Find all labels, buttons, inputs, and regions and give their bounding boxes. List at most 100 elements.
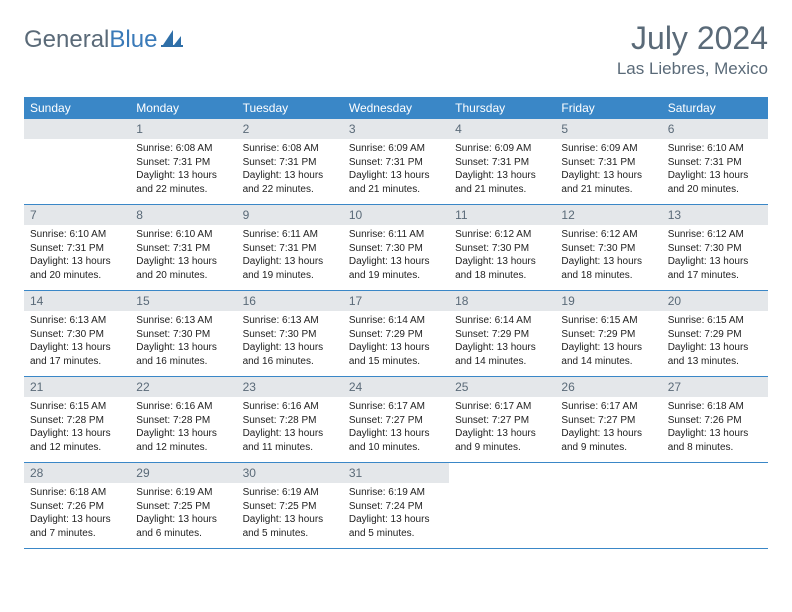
calendar-cell: 11Sunrise: 6:12 AMSunset: 7:30 PMDayligh…	[449, 205, 555, 291]
calendar-cell: 9Sunrise: 6:11 AMSunset: 7:31 PMDaylight…	[237, 205, 343, 291]
day-number: 4	[449, 119, 555, 139]
day-details: Sunrise: 6:19 AMSunset: 7:25 PMDaylight:…	[237, 483, 343, 548]
day-number: 15	[130, 291, 236, 311]
day-number: 3	[343, 119, 449, 139]
calendar-cell: 28Sunrise: 6:18 AMSunset: 7:26 PMDayligh…	[24, 463, 130, 549]
day-details: Sunrise: 6:11 AMSunset: 7:30 PMDaylight:…	[343, 225, 449, 290]
calendar-cell: 4Sunrise: 6:09 AMSunset: 7:31 PMDaylight…	[449, 119, 555, 205]
brand-text: GeneralBlue	[24, 26, 157, 54]
day-number: 5	[555, 119, 661, 139]
day-header: Wednesday	[343, 97, 449, 119]
day-number: 20	[662, 291, 768, 311]
day-header-row: SundayMondayTuesdayWednesdayThursdayFrid…	[24, 97, 768, 119]
calendar-cell: 15Sunrise: 6:13 AMSunset: 7:30 PMDayligh…	[130, 291, 236, 377]
calendar-week: 21Sunrise: 6:15 AMSunset: 7:28 PMDayligh…	[24, 377, 768, 463]
day-details: Sunrise: 6:12 AMSunset: 7:30 PMDaylight:…	[449, 225, 555, 290]
day-details: Sunrise: 6:16 AMSunset: 7:28 PMDaylight:…	[237, 397, 343, 462]
calendar-cell: 6Sunrise: 6:10 AMSunset: 7:31 PMDaylight…	[662, 119, 768, 205]
title-block: July 2024 Las Liebres, Mexico	[617, 20, 768, 79]
day-number: 28	[24, 463, 130, 483]
day-details: Sunrise: 6:18 AMSunset: 7:26 PMDaylight:…	[24, 483, 130, 548]
day-details: Sunrise: 6:13 AMSunset: 7:30 PMDaylight:…	[130, 311, 236, 376]
day-header: Monday	[130, 97, 236, 119]
calendar-cell: 30Sunrise: 6:19 AMSunset: 7:25 PMDayligh…	[237, 463, 343, 549]
calendar-cell: 24Sunrise: 6:17 AMSunset: 7:27 PMDayligh…	[343, 377, 449, 463]
calendar-week: 7Sunrise: 6:10 AMSunset: 7:31 PMDaylight…	[24, 205, 768, 291]
calendar-cell: 18Sunrise: 6:14 AMSunset: 7:29 PMDayligh…	[449, 291, 555, 377]
day-details: Sunrise: 6:12 AMSunset: 7:30 PMDaylight:…	[555, 225, 661, 290]
day-details: Sunrise: 6:15 AMSunset: 7:28 PMDaylight:…	[24, 397, 130, 462]
day-header: Sunday	[24, 97, 130, 119]
day-details: Sunrise: 6:11 AMSunset: 7:31 PMDaylight:…	[237, 225, 343, 290]
day-number: 14	[24, 291, 130, 311]
brand-part1: General	[24, 26, 109, 53]
calendar-cell: 7Sunrise: 6:10 AMSunset: 7:31 PMDaylight…	[24, 205, 130, 291]
day-number: 9	[237, 205, 343, 225]
calendar-cell: 31Sunrise: 6:19 AMSunset: 7:24 PMDayligh…	[343, 463, 449, 549]
day-number: 22	[130, 377, 236, 397]
day-number: 8	[130, 205, 236, 225]
day-details: Sunrise: 6:14 AMSunset: 7:29 PMDaylight:…	[449, 311, 555, 376]
calendar-cell: 5Sunrise: 6:09 AMSunset: 7:31 PMDaylight…	[555, 119, 661, 205]
day-number: 29	[130, 463, 236, 483]
day-number: 2	[237, 119, 343, 139]
day-number: 19	[555, 291, 661, 311]
day-number: 26	[555, 377, 661, 397]
calendar-cell: 23Sunrise: 6:16 AMSunset: 7:28 PMDayligh…	[237, 377, 343, 463]
day-number: 13	[662, 205, 768, 225]
calendar-cell	[449, 463, 555, 549]
day-number: 6	[662, 119, 768, 139]
day-details: Sunrise: 6:08 AMSunset: 7:31 PMDaylight:…	[237, 139, 343, 204]
day-number: 17	[343, 291, 449, 311]
calendar-cell: 17Sunrise: 6:14 AMSunset: 7:29 PMDayligh…	[343, 291, 449, 377]
day-details: Sunrise: 6:08 AMSunset: 7:31 PMDaylight:…	[130, 139, 236, 204]
calendar-cell	[24, 119, 130, 205]
day-details: Sunrise: 6:10 AMSunset: 7:31 PMDaylight:…	[24, 225, 130, 290]
day-details: Sunrise: 6:17 AMSunset: 7:27 PMDaylight:…	[449, 397, 555, 462]
day-details: Sunrise: 6:14 AMSunset: 7:29 PMDaylight:…	[343, 311, 449, 376]
day-details: Sunrise: 6:15 AMSunset: 7:29 PMDaylight:…	[662, 311, 768, 376]
day-number: 31	[343, 463, 449, 483]
calendar-cell: 10Sunrise: 6:11 AMSunset: 7:30 PMDayligh…	[343, 205, 449, 291]
calendar-cell: 1Sunrise: 6:08 AMSunset: 7:31 PMDaylight…	[130, 119, 236, 205]
day-header: Saturday	[662, 97, 768, 119]
calendar-cell: 8Sunrise: 6:10 AMSunset: 7:31 PMDaylight…	[130, 205, 236, 291]
day-number: 25	[449, 377, 555, 397]
calendar-cell: 25Sunrise: 6:17 AMSunset: 7:27 PMDayligh…	[449, 377, 555, 463]
day-details: Sunrise: 6:18 AMSunset: 7:26 PMDaylight:…	[662, 397, 768, 462]
day-number: 12	[555, 205, 661, 225]
day-details: Sunrise: 6:19 AMSunset: 7:24 PMDaylight:…	[343, 483, 449, 548]
calendar-cell: 12Sunrise: 6:12 AMSunset: 7:30 PMDayligh…	[555, 205, 661, 291]
day-number: 27	[662, 377, 768, 397]
day-number: 30	[237, 463, 343, 483]
day-number: 1	[130, 119, 236, 139]
calendar-head: SundayMondayTuesdayWednesdayThursdayFrid…	[24, 97, 768, 119]
calendar-body: 1Sunrise: 6:08 AMSunset: 7:31 PMDaylight…	[24, 119, 768, 549]
page-header: GeneralBlue July 2024 Las Liebres, Mexic…	[24, 20, 768, 79]
calendar-week: 28Sunrise: 6:18 AMSunset: 7:26 PMDayligh…	[24, 463, 768, 549]
calendar-cell: 13Sunrise: 6:12 AMSunset: 7:30 PMDayligh…	[662, 205, 768, 291]
calendar-week: 1Sunrise: 6:08 AMSunset: 7:31 PMDaylight…	[24, 119, 768, 205]
month-title: July 2024	[617, 20, 768, 57]
calendar-cell: 14Sunrise: 6:13 AMSunset: 7:30 PMDayligh…	[24, 291, 130, 377]
day-details: Sunrise: 6:09 AMSunset: 7:31 PMDaylight:…	[343, 139, 449, 204]
day-details: Sunrise: 6:09 AMSunset: 7:31 PMDaylight:…	[555, 139, 661, 204]
day-details: Sunrise: 6:12 AMSunset: 7:30 PMDaylight:…	[662, 225, 768, 290]
day-details: Sunrise: 6:13 AMSunset: 7:30 PMDaylight:…	[24, 311, 130, 376]
calendar-cell: 27Sunrise: 6:18 AMSunset: 7:26 PMDayligh…	[662, 377, 768, 463]
calendar-cell: 26Sunrise: 6:17 AMSunset: 7:27 PMDayligh…	[555, 377, 661, 463]
day-details: Sunrise: 6:17 AMSunset: 7:27 PMDaylight:…	[555, 397, 661, 462]
day-header: Tuesday	[237, 97, 343, 119]
day-number: 23	[237, 377, 343, 397]
day-number: 24	[343, 377, 449, 397]
day-details: Sunrise: 6:16 AMSunset: 7:28 PMDaylight:…	[130, 397, 236, 462]
day-number: 10	[343, 205, 449, 225]
empty-day	[24, 119, 130, 139]
calendar-cell: 29Sunrise: 6:19 AMSunset: 7:25 PMDayligh…	[130, 463, 236, 549]
day-details: Sunrise: 6:17 AMSunset: 7:27 PMDaylight:…	[343, 397, 449, 462]
day-details: Sunrise: 6:13 AMSunset: 7:30 PMDaylight:…	[237, 311, 343, 376]
day-number: 21	[24, 377, 130, 397]
day-details: Sunrise: 6:09 AMSunset: 7:31 PMDaylight:…	[449, 139, 555, 204]
brand-logo: GeneralBlue	[24, 26, 183, 54]
day-details: Sunrise: 6:10 AMSunset: 7:31 PMDaylight:…	[130, 225, 236, 290]
